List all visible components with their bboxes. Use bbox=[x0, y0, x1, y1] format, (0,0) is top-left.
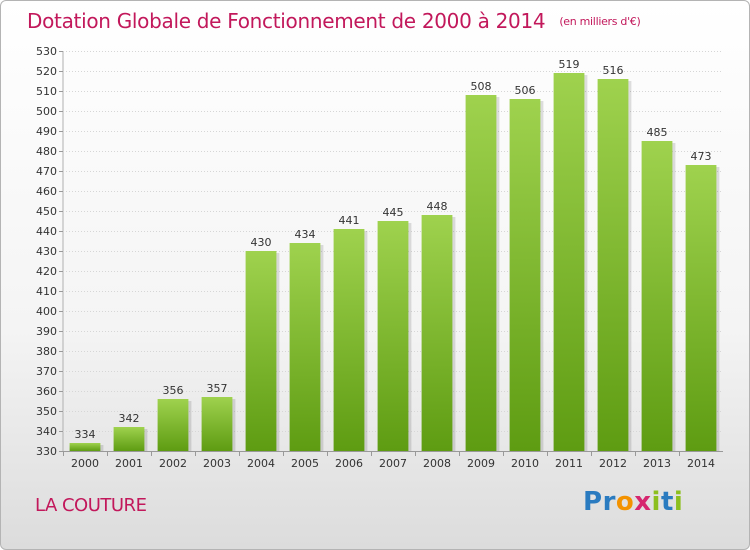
y-tick-label: 510 bbox=[36, 85, 57, 98]
bar-2010 bbox=[509, 99, 541, 451]
x-tick-label: 2000 bbox=[71, 457, 99, 470]
bars-layer bbox=[69, 73, 720, 451]
value-label: 342 bbox=[119, 412, 140, 425]
y-tick-label: 500 bbox=[36, 105, 57, 118]
bar-2004 bbox=[245, 251, 277, 451]
value-label: 334 bbox=[75, 428, 96, 441]
logo-letter: r bbox=[602, 487, 616, 517]
y-tick-label: 340 bbox=[36, 425, 57, 438]
y-tick-label: 330 bbox=[36, 445, 57, 458]
value-label: 445 bbox=[383, 206, 404, 219]
bar-2002 bbox=[157, 399, 189, 451]
y-tick-label: 480 bbox=[36, 145, 57, 158]
bar-2007 bbox=[377, 221, 409, 451]
x-tick-label: 2002 bbox=[159, 457, 187, 470]
y-tick-label: 450 bbox=[36, 205, 57, 218]
logo-letter: o bbox=[615, 487, 635, 517]
chart-subtitle: (en milliers d'€) bbox=[559, 15, 641, 28]
proxiti-logo[interactable]: Proxiti bbox=[583, 487, 683, 517]
y-tick-label: 440 bbox=[36, 225, 57, 238]
bar-2000 bbox=[69, 443, 101, 451]
value-label: 448 bbox=[427, 200, 448, 213]
y-tick-label: 470 bbox=[36, 165, 57, 178]
y-tick-label: 370 bbox=[36, 365, 57, 378]
bar-2003 bbox=[201, 397, 233, 451]
labels-layer: 330 340 350 360 370 380 390 400 410 420 430 440 450 4… bbox=[36, 45, 715, 470]
commune-name: LA COUTURE bbox=[35, 495, 147, 516]
value-label: 516 bbox=[603, 64, 624, 77]
bar-2013 bbox=[641, 141, 673, 451]
x-tick-label: 2001 bbox=[115, 457, 143, 470]
y-tick-label: 350 bbox=[36, 405, 57, 418]
y-tick-label: 400 bbox=[36, 305, 57, 318]
value-label: 508 bbox=[471, 80, 492, 93]
value-label: 519 bbox=[559, 58, 580, 71]
chart-title: Dotation Globale de Fonctionnement de 20… bbox=[27, 9, 641, 33]
x-tick-label: 2014 bbox=[687, 457, 715, 470]
value-label: 441 bbox=[339, 214, 360, 227]
chart-title-text: Dotation Globale de Fonctionnement de 20… bbox=[27, 9, 546, 33]
logo-letter: i bbox=[673, 487, 684, 517]
x-tick-label: 2010 bbox=[511, 457, 539, 470]
logo-letter: t bbox=[660, 487, 674, 517]
bar-2012 bbox=[597, 79, 629, 451]
y-tick-label: 390 bbox=[36, 325, 57, 338]
y-tick-label: 360 bbox=[36, 385, 57, 398]
logo-letter: P bbox=[583, 487, 603, 517]
value-label: 485 bbox=[647, 126, 668, 139]
x-tick-label: 2007 bbox=[379, 457, 407, 470]
y-tick-label: 410 bbox=[36, 285, 57, 298]
value-label: 357 bbox=[207, 382, 228, 395]
x-tick-label: 2003 bbox=[203, 457, 231, 470]
logo-letter: i bbox=[651, 487, 661, 517]
y-tick-label: 420 bbox=[36, 265, 57, 278]
value-label: 434 bbox=[295, 228, 316, 241]
y-tick-label: 430 bbox=[36, 245, 57, 258]
bar-2014 bbox=[685, 165, 717, 451]
y-tick-label: 380 bbox=[36, 345, 57, 358]
y-tick-label: 530 bbox=[36, 45, 57, 58]
bar-2001 bbox=[113, 427, 145, 451]
y-tick-label: 520 bbox=[36, 65, 57, 78]
x-tick-label: 2006 bbox=[335, 457, 363, 470]
value-label: 430 bbox=[251, 236, 272, 249]
x-tick-label: 2011 bbox=[555, 457, 583, 470]
x-tick-label: 2008 bbox=[423, 457, 451, 470]
x-tick-label: 2009 bbox=[467, 457, 495, 470]
value-label: 473 bbox=[691, 150, 712, 163]
x-tick-label: 2012 bbox=[599, 457, 627, 470]
x-tick-label: 2013 bbox=[643, 457, 671, 470]
bar-2009 bbox=[465, 95, 497, 451]
bar-2011 bbox=[553, 73, 585, 451]
y-tick-label: 460 bbox=[36, 185, 57, 198]
y-tick-label: 490 bbox=[36, 125, 57, 138]
x-tick-label: 2005 bbox=[291, 457, 319, 470]
x-tick-label: 2004 bbox=[247, 457, 275, 470]
bar-2005 bbox=[289, 243, 321, 451]
value-label: 506 bbox=[515, 84, 536, 97]
bar-2008 bbox=[421, 215, 453, 451]
value-label: 356 bbox=[163, 384, 184, 397]
logo-letter: x bbox=[634, 487, 652, 517]
bar-2006 bbox=[333, 229, 365, 451]
